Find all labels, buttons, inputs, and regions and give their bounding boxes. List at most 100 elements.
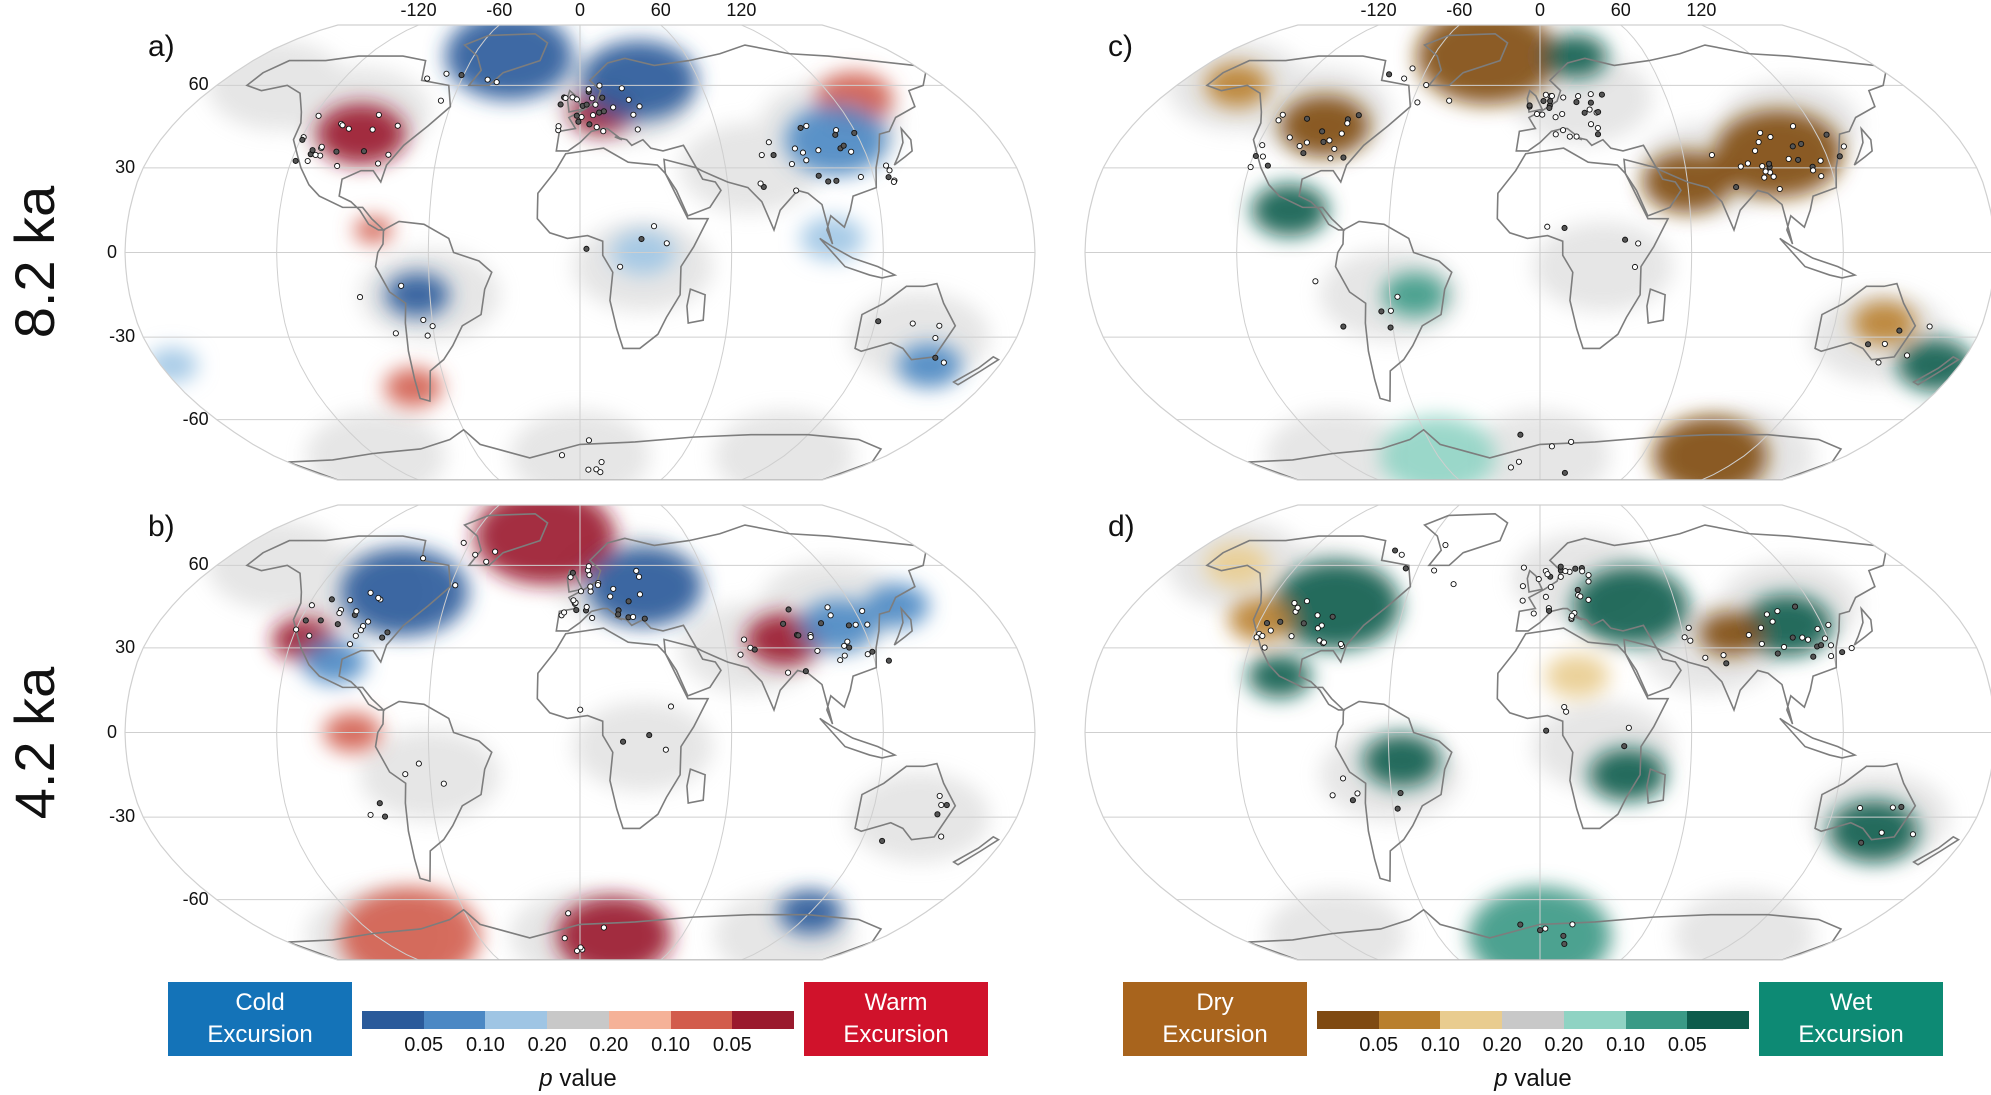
panel-label-b: b) <box>148 510 175 543</box>
temperature-colorbar <box>362 1011 795 1029</box>
proxy-site-marker <box>1337 640 1344 648</box>
proxy-site-marker <box>565 910 572 917</box>
proxy-site-marker <box>315 112 322 119</box>
map-outline <box>1084 504 1991 961</box>
proxy-site-marker <box>864 621 871 628</box>
proxy-site-marker <box>841 652 848 659</box>
proxy-site-marker <box>864 651 871 658</box>
latitude-tick-label: -60 <box>182 408 209 429</box>
proxy-site-marker <box>1828 653 1835 660</box>
colorbar-segment <box>423 1011 486 1029</box>
proxy-site-marker <box>1562 568 1569 575</box>
proxy-site-marker <box>420 555 427 562</box>
proxy-site-marker <box>1386 71 1393 78</box>
proxy-site-marker <box>610 585 617 592</box>
proxy-site-marker <box>1559 127 1567 134</box>
colorbar-tick-label: 0.20 <box>589 1034 629 1056</box>
proxy-site-marker <box>1547 583 1554 591</box>
proxy-site-marker <box>646 732 653 739</box>
proxy-site-marker <box>1752 147 1759 154</box>
coastline-arabia <box>663 158 722 217</box>
coastline-japan <box>1853 606 1873 646</box>
proxy-site-marker <box>308 602 315 609</box>
proxy-site-marker <box>851 129 858 136</box>
proxy-site-marker <box>1791 603 1799 610</box>
proxy-site-marker <box>859 607 866 615</box>
proxy-site-marker <box>1745 631 1752 639</box>
coastline-australia <box>1814 762 1917 841</box>
proxy-site-marker <box>302 617 309 624</box>
proxy-site-marker <box>293 626 300 633</box>
colorbar-segment <box>1563 1011 1626 1029</box>
coastline-eurasia <box>555 524 927 725</box>
latitude-tick-label: 30 <box>115 156 136 177</box>
proxy-site-marker <box>561 935 568 942</box>
proxy-site-marker <box>630 111 637 118</box>
proxy-site-marker <box>573 112 580 119</box>
proxy-site-marker <box>1817 157 1824 164</box>
proxy-site-marker <box>317 617 324 624</box>
proxy-site-marker <box>1247 163 1254 171</box>
coastline-arabia <box>1623 158 1682 217</box>
coastline-japan <box>893 126 913 166</box>
proxy-site-marker <box>562 94 569 102</box>
proxy-site-marker <box>369 126 376 133</box>
latitude-tick-label: -30 <box>109 806 136 827</box>
colorbar-tick-label: 0.05 <box>712 1034 752 1056</box>
proxy-site-marker <box>1635 240 1642 247</box>
proxy-site-marker <box>650 223 658 230</box>
proxy-site-marker <box>1442 541 1449 549</box>
warm-excursion-label: Warm Excursion <box>843 989 949 1048</box>
proxy-site-marker <box>356 294 364 301</box>
proxy-site-marker <box>803 122 810 129</box>
map-svg <box>1084 504 1991 961</box>
proxy-site-marker <box>1622 236 1629 243</box>
coastline-arabia <box>1623 638 1682 697</box>
proxy-site-marker <box>1762 168 1769 175</box>
proxy-site-marker <box>583 101 590 108</box>
proxy-site-marker <box>1858 839 1865 846</box>
proxy-site-marker <box>1414 99 1421 106</box>
proxy-site-marker <box>1544 571 1551 578</box>
proxy-site-marker <box>936 792 943 799</box>
proxy-site-marker <box>844 638 851 645</box>
cold-excursion-label: Cold Excursion <box>207 989 313 1048</box>
proxy-site-marker <box>593 124 600 131</box>
proxy-site-marker <box>583 245 590 252</box>
proxy-site-marker <box>345 125 352 132</box>
proxy-site-marker <box>1547 97 1554 105</box>
latitude-tick-label: -30 <box>109 326 136 347</box>
proxy-site-marker <box>347 597 354 604</box>
longitude-tick-label: 120 <box>726 0 757 20</box>
proxy-site-marker <box>909 320 916 327</box>
proxy-site-marker <box>1568 438 1575 445</box>
map-panel-c <box>1084 24 1991 481</box>
proxy-site-marker <box>832 131 839 138</box>
proxy-site-marker <box>1286 134 1293 141</box>
coastline-australia <box>854 762 957 841</box>
proxy-site-marker <box>797 124 804 131</box>
proxy-site-marker <box>1349 797 1356 804</box>
colorbar-tick-label: 0.20 <box>527 1034 567 1056</box>
proxy-site-marker <box>770 152 777 159</box>
proxy-site-marker <box>420 316 427 323</box>
proxy-site-marker <box>376 800 383 807</box>
dry-excursion-box: Dry Excursion <box>1123 982 1307 1056</box>
proxy-site-marker <box>1881 340 1888 347</box>
proxy-site-marker <box>1594 131 1602 138</box>
proxy-site-marker <box>1586 106 1593 113</box>
panel-label-a: a) <box>148 30 175 63</box>
proxy-site-marker <box>1560 932 1567 939</box>
coastline-madagascar <box>686 768 706 804</box>
proxy-site-marker <box>633 567 640 574</box>
proxy-site-marker <box>1331 145 1338 152</box>
proxy-site-marker <box>1559 110 1566 118</box>
proxy-site-marker <box>1776 185 1783 193</box>
proxy-site-marker <box>304 157 311 165</box>
colorbar-tick-label: 0.20 <box>1544 1034 1584 1056</box>
proxy-site-marker <box>788 160 795 168</box>
proxy-site-marker <box>932 334 939 342</box>
proxy-site-marker <box>1573 99 1580 106</box>
proxy-site-marker <box>415 760 422 767</box>
excursion-region <box>384 367 443 408</box>
